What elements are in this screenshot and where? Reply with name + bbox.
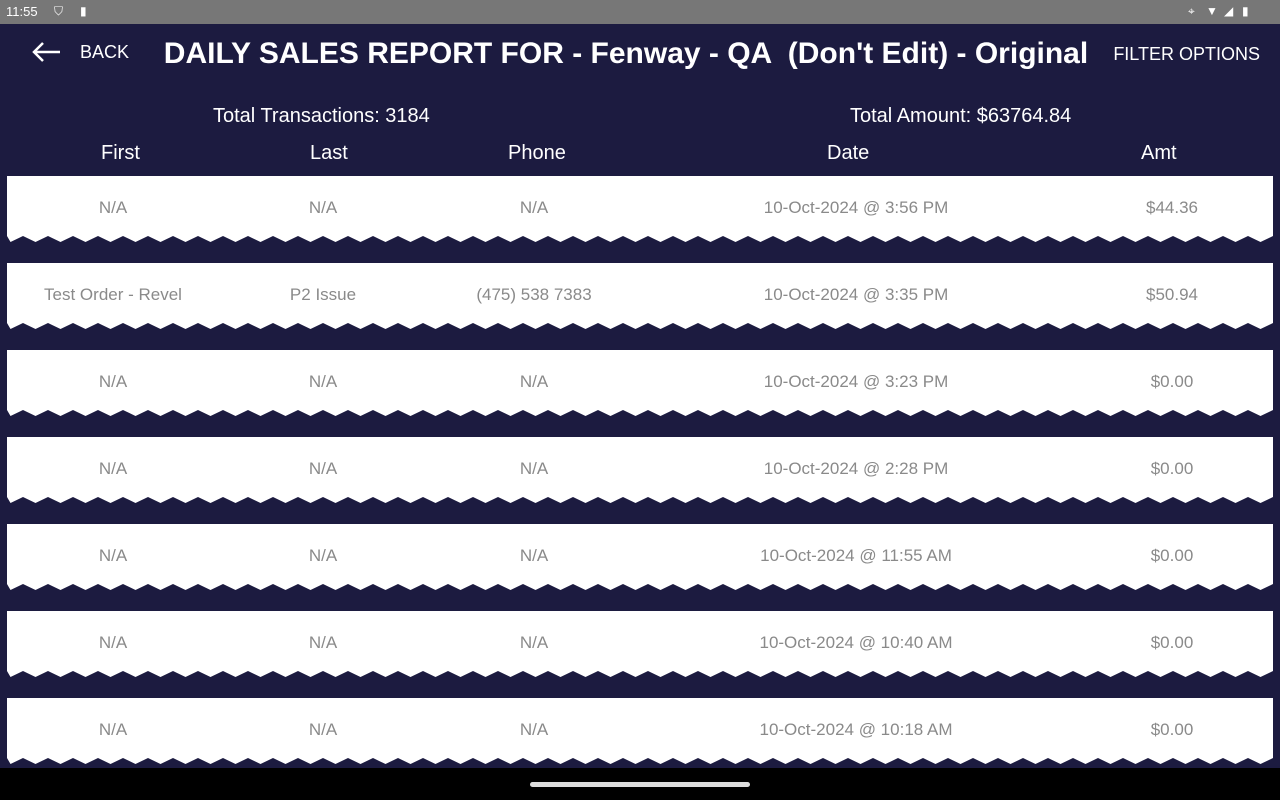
cell-first: N/A bbox=[98, 546, 128, 565]
cell-first: N/A bbox=[98, 372, 128, 391]
cell-amt: $0.00 bbox=[1150, 720, 1194, 739]
cell-phone: N/A bbox=[519, 633, 549, 652]
column-amt: Amt bbox=[1141, 142, 1177, 164]
cell-date: 10-Oct-2024 @ 10:40 AM bbox=[759, 633, 953, 652]
column-phone: Phone bbox=[508, 142, 566, 164]
transaction-row[interactable]: N/A N/A N/A 10-Oct-2024 @ 10:40 AM $0.00 bbox=[7, 611, 1273, 677]
cell-date: 10-Oct-2024 @ 3:35 PM bbox=[763, 285, 949, 304]
cell-amt: $50.94 bbox=[1146, 285, 1198, 304]
total-transactions: Total Transactions: 3184 bbox=[213, 105, 430, 127]
cell-amt: $0.00 bbox=[1150, 633, 1194, 652]
shield-icon: ⛉ bbox=[54, 4, 64, 18]
wifi-icon: ▼ bbox=[1206, 4, 1218, 18]
cell-last: N/A bbox=[308, 546, 338, 565]
column-first: First bbox=[101, 142, 140, 164]
transaction-row[interactable]: N/A N/A N/A 10-Oct-2024 @ 11:55 AM $0.00 bbox=[7, 524, 1273, 590]
cell-first: N/A bbox=[98, 459, 128, 478]
status-bar: 11:55 ⛉ ▮ ⌖ ▼ ◢ ▮ bbox=[0, 0, 1280, 24]
transaction-row[interactable]: N/A N/A N/A 10-Oct-2024 @ 2:28 PM $0.00 bbox=[7, 437, 1273, 503]
location-icon: ⌖ bbox=[1188, 4, 1195, 18]
cell-first: N/A bbox=[98, 633, 128, 652]
navigation-bar bbox=[0, 768, 1280, 800]
cell-amt: $0.00 bbox=[1150, 372, 1194, 391]
cell-last: P2 Issue bbox=[289, 285, 357, 304]
column-last: Last bbox=[310, 142, 348, 164]
cell-phone: N/A bbox=[519, 720, 549, 739]
cell-date: 10-Oct-2024 @ 3:23 PM bbox=[763, 372, 949, 391]
filter-options-button[interactable]: FILTER OPTIONS bbox=[1113, 44, 1260, 64]
transaction-row[interactable]: N/A N/A N/A 10-Oct-2024 @ 3:56 PM $44.36 bbox=[7, 176, 1273, 242]
cell-date: 10-Oct-2024 @ 10:18 AM bbox=[759, 720, 953, 739]
cell-phone: N/A bbox=[519, 198, 549, 217]
battery-icon: ▮ bbox=[1242, 4, 1249, 18]
cell-amt: $0.00 bbox=[1150, 459, 1194, 478]
status-time: 11:55 bbox=[6, 4, 38, 19]
signal-icon: ◢ bbox=[1224, 4, 1234, 18]
total-amount: Total Amount: $63764.84 bbox=[850, 105, 1072, 127]
cell-last: N/A bbox=[308, 720, 338, 739]
cell-phone: N/A bbox=[519, 459, 549, 478]
cell-phone: N/A bbox=[519, 372, 549, 391]
cell-last: N/A bbox=[308, 372, 338, 391]
column-date: Date bbox=[827, 142, 870, 164]
cell-phone: (475) 538 7383 bbox=[476, 285, 592, 304]
cell-first: N/A bbox=[98, 720, 128, 739]
cell-first: N/A bbox=[98, 198, 128, 217]
back-button[interactable]: BACK bbox=[30, 40, 129, 64]
page-title: DAILY SALES REPORT FOR - Fenway - QA (Do… bbox=[163, 37, 1089, 70]
cell-phone: N/A bbox=[519, 546, 549, 565]
transaction-row[interactable]: N/A N/A N/A 10-Oct-2024 @ 3:23 PM $0.00 bbox=[7, 350, 1273, 416]
transaction-row[interactable]: Test Order - Revel P2 Issue (475) 538 7383… bbox=[7, 263, 1273, 329]
home-gesture-handle[interactable] bbox=[530, 782, 750, 787]
cell-last: N/A bbox=[308, 633, 338, 652]
app-header: BACK DAILY SALES REPORT FOR - Fenway - Q… bbox=[0, 24, 1280, 84]
cell-last: N/A bbox=[308, 459, 338, 478]
cell-amt: $0.00 bbox=[1150, 546, 1194, 565]
cell-date: 10-Oct-2024 @ 3:56 PM bbox=[763, 198, 949, 217]
cell-date: 10-Oct-2024 @ 11:55 AM bbox=[760, 546, 952, 565]
cell-last: N/A bbox=[308, 198, 338, 217]
arrow-left-icon bbox=[32, 42, 60, 62]
transaction-row[interactable]: N/A N/A N/A 10-Oct-2024 @ 10:18 AM $0.00 bbox=[7, 698, 1273, 764]
cell-first: Test Order - Revel bbox=[44, 285, 182, 304]
back-label: BACK bbox=[80, 41, 130, 62]
cell-date: 10-Oct-2024 @ 2:28 PM bbox=[763, 459, 949, 478]
cell-amt: $44.36 bbox=[1146, 198, 1198, 217]
sd-card-icon: ▮ bbox=[80, 4, 87, 18]
